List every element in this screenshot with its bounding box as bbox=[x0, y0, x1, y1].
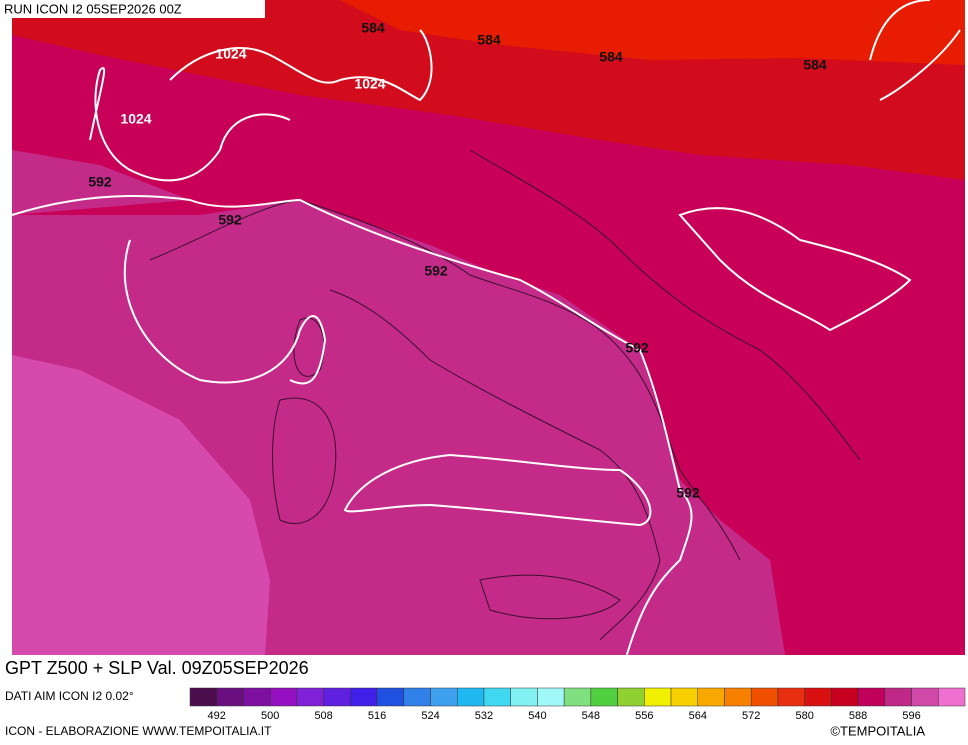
coastlines bbox=[149, 149, 861, 641]
colorbar-tick-label: 500 bbox=[261, 710, 279, 722]
color-swatch bbox=[911, 687, 939, 707]
contour-northeast bbox=[869, 0, 961, 101]
colorbar-tick-label: 588 bbox=[849, 710, 867, 722]
color-swatch bbox=[750, 687, 779, 707]
contour-label: 592 bbox=[625, 340, 649, 356]
color-swatch bbox=[323, 687, 351, 707]
color-swatch bbox=[590, 687, 618, 707]
color-swatch bbox=[189, 687, 217, 707]
colorbar-tick-label: 572 bbox=[742, 710, 760, 722]
color-swatch bbox=[563, 687, 592, 707]
title-box bbox=[0, 655, 413, 683]
color-swatch bbox=[483, 687, 511, 707]
credit: ICON - ELABORAZIONE WWW.TEMPOITALIA.IT bbox=[5, 724, 272, 738]
contour-label: 584 bbox=[477, 32, 501, 48]
colorbar-tick-label: 508 bbox=[314, 710, 332, 722]
colorbar-tick-label: 564 bbox=[689, 710, 707, 722]
contour-1024 bbox=[89, 67, 291, 182]
color-swatch bbox=[243, 687, 271, 707]
contour-592 bbox=[11, 194, 693, 681]
contour-label: 1024 bbox=[354, 76, 385, 92]
color-swatch bbox=[296, 687, 324, 707]
color-swatch bbox=[350, 687, 378, 707]
header-box bbox=[0, 0, 265, 18]
colorbar: 492 500 508 516 524 532 540 548 556 564 572 580 588 5… bbox=[189, 687, 966, 722]
contour-label: 592 bbox=[88, 174, 112, 190]
colorbar-tick-label: 524 bbox=[421, 710, 439, 722]
contour-label: 592 bbox=[218, 212, 242, 228]
color-swatch bbox=[376, 687, 405, 707]
colorbar-tick-label: 532 bbox=[475, 710, 493, 722]
color-swatch bbox=[430, 687, 458, 707]
color-swatch bbox=[644, 687, 672, 707]
color-swatch bbox=[724, 687, 752, 707]
color-swatch bbox=[670, 687, 699, 707]
colorbar-tick-label: 548 bbox=[582, 710, 600, 722]
coast-adriatic-west bbox=[149, 199, 741, 561]
contour-balkans bbox=[678, 207, 912, 332]
contour-south bbox=[343, 453, 652, 527]
contour-label: 584 bbox=[803, 57, 827, 73]
contour-label: 592 bbox=[676, 485, 700, 501]
copyright: ©TEMPOITALIA bbox=[830, 723, 925, 738]
source: DATI AIM ICON I2 0.02° bbox=[5, 689, 134, 703]
color-swatch bbox=[697, 687, 725, 707]
zone-592-west bbox=[12, 150, 190, 215]
color-swatch bbox=[216, 687, 244, 707]
contour-label: 1024 bbox=[120, 111, 151, 127]
corsica bbox=[293, 317, 325, 377]
contour-label: 1024 bbox=[215, 46, 246, 62]
colorbar-tick-label: 556 bbox=[635, 710, 653, 722]
color-swatch bbox=[269, 687, 298, 707]
contours bbox=[11, 0, 961, 681]
color-swatch bbox=[777, 687, 805, 707]
map: 584 584 584 584 1024 1024 1024 592 592 5… bbox=[11, 0, 965, 681]
colorbar-tick-label: 596 bbox=[902, 710, 920, 722]
color-swatch bbox=[403, 687, 431, 707]
contour-label: 592 bbox=[424, 263, 448, 279]
color-swatch bbox=[857, 687, 886, 707]
coast-balkans bbox=[469, 149, 861, 461]
color-swatch bbox=[884, 687, 912, 707]
contour-label: 584 bbox=[599, 49, 623, 65]
zone-596 bbox=[12, 355, 270, 655]
colorbar-tick-label: 540 bbox=[528, 710, 546, 722]
map-title: GPT Z500 + SLP Val. 09Z05SEP2026 bbox=[5, 658, 309, 678]
sardinia bbox=[272, 397, 337, 524]
color-swatch bbox=[938, 687, 966, 707]
color-swatch bbox=[831, 687, 859, 707]
zone-580 bbox=[340, 0, 965, 65]
contour-loop bbox=[123, 239, 327, 385]
contour-label: 584 bbox=[361, 20, 385, 36]
color-swatch bbox=[537, 687, 565, 707]
colorbar-tick-label: 580 bbox=[795, 710, 813, 722]
colorbar-tick-label: 492 bbox=[208, 710, 226, 722]
contour-labels: 584 584 584 584 1024 1024 1024 592 592 5… bbox=[88, 20, 827, 501]
color-swatch bbox=[804, 687, 832, 707]
color-swatch bbox=[617, 687, 645, 707]
coast-tyrrhenian bbox=[329, 289, 661, 641]
colorbar-tick-label: 516 bbox=[368, 710, 386, 722]
run-label: RUN ICON I2 05SEP2026 00Z bbox=[4, 1, 182, 16]
color-swatch bbox=[456, 687, 485, 707]
sicily bbox=[479, 574, 621, 620]
color-swatch bbox=[510, 687, 538, 707]
contour-1024-north bbox=[169, 29, 433, 102]
